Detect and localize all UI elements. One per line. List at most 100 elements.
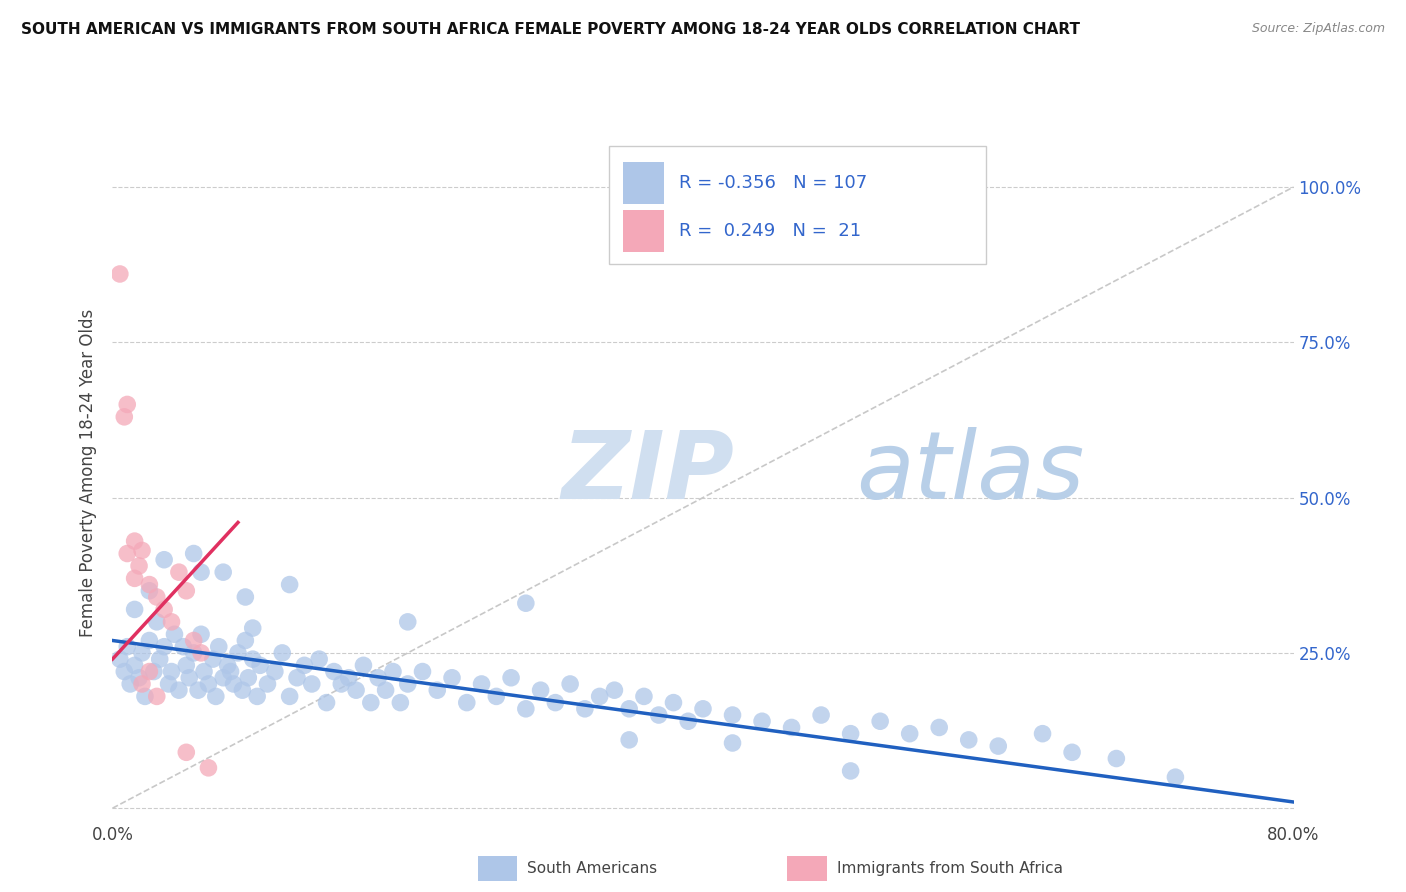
- Point: [456, 696, 478, 710]
- Point: [174, 583, 197, 598]
- Point: [308, 652, 330, 666]
- Point: [163, 627, 186, 641]
- Point: [183, 646, 205, 660]
- Point: [352, 658, 374, 673]
- Point: [242, 621, 264, 635]
- Point: [692, 702, 714, 716]
- Point: [647, 708, 671, 723]
- Point: [441, 671, 464, 685]
- Point: [323, 665, 346, 679]
- Text: SOUTH AMERICAN VS IMMIGRANTS FROM SOUTH AFRICA FEMALE POVERTY AMONG 18-24 YEAR O: SOUTH AMERICAN VS IMMIGRANTS FROM SOUTH …: [21, 22, 1080, 37]
- Point: [501, 671, 523, 685]
- Point: [869, 714, 891, 729]
- Text: Source: ZipAtlas.com: Source: ZipAtlas.com: [1251, 22, 1385, 36]
- Point: [153, 640, 176, 654]
- Point: [330, 677, 353, 691]
- Point: [485, 690, 508, 704]
- Point: [212, 565, 235, 579]
- Point: [193, 665, 215, 679]
- Point: [238, 671, 260, 685]
- FancyBboxPatch shape: [609, 145, 987, 264]
- Point: [157, 677, 180, 691]
- Point: [233, 590, 256, 604]
- Point: [839, 726, 862, 740]
- Point: [201, 652, 224, 666]
- Point: [633, 690, 655, 704]
- Point: [174, 745, 197, 759]
- Point: [124, 534, 146, 549]
- Point: [721, 736, 744, 750]
- Point: [1164, 770, 1187, 784]
- Point: [780, 721, 803, 735]
- FancyBboxPatch shape: [623, 210, 664, 252]
- Point: [588, 690, 610, 704]
- Point: [271, 646, 294, 660]
- Point: [558, 677, 582, 691]
- Point: [167, 683, 190, 698]
- Point: [190, 646, 212, 660]
- Point: [1105, 751, 1128, 765]
- Text: Immigrants from South Africa: Immigrants from South Africa: [837, 862, 1063, 876]
- Point: [108, 267, 131, 281]
- Text: South Americans: South Americans: [527, 862, 658, 876]
- Point: [515, 596, 537, 610]
- Point: [337, 671, 360, 685]
- Point: [190, 627, 212, 641]
- FancyBboxPatch shape: [623, 162, 664, 204]
- Point: [124, 658, 146, 673]
- Point: [957, 732, 980, 747]
- Point: [146, 615, 169, 629]
- Point: [226, 646, 249, 660]
- Point: [108, 652, 131, 666]
- Point: [153, 602, 176, 616]
- Point: [382, 665, 405, 679]
- Point: [112, 665, 135, 679]
- Point: [153, 552, 176, 567]
- Point: [515, 702, 537, 716]
- Text: R = -0.356   N = 107: R = -0.356 N = 107: [679, 174, 868, 193]
- Point: [678, 714, 700, 729]
- Point: [197, 761, 219, 775]
- Point: [124, 602, 146, 616]
- Text: R =  0.249   N =  21: R = 0.249 N = 21: [679, 221, 862, 240]
- Point: [197, 677, 219, 691]
- Point: [222, 677, 245, 691]
- Point: [360, 696, 382, 710]
- Point: [292, 658, 315, 673]
- Point: [396, 677, 419, 691]
- Point: [142, 665, 165, 679]
- Point: [249, 658, 271, 673]
- Point: [190, 565, 212, 579]
- Point: [574, 702, 596, 716]
- Point: [898, 726, 921, 740]
- Point: [167, 565, 190, 579]
- Point: [124, 571, 146, 585]
- Point: [426, 683, 449, 698]
- Point: [172, 640, 194, 654]
- Point: [117, 640, 138, 654]
- Point: [987, 739, 1010, 753]
- Point: [120, 677, 142, 691]
- Point: [134, 690, 156, 704]
- Point: [233, 633, 256, 648]
- Point: [187, 683, 209, 698]
- Text: ZIP: ZIP: [561, 426, 734, 519]
- Point: [149, 652, 172, 666]
- Point: [146, 590, 169, 604]
- Point: [389, 696, 412, 710]
- Point: [138, 577, 160, 591]
- Point: [374, 683, 396, 698]
- Point: [721, 708, 744, 723]
- Point: [217, 658, 239, 673]
- Point: [117, 397, 138, 411]
- Point: [212, 671, 235, 685]
- Point: [619, 732, 641, 747]
- Point: [146, 690, 169, 704]
- Point: [396, 615, 419, 629]
- Point: [619, 702, 641, 716]
- Point: [131, 677, 153, 691]
- Point: [751, 714, 773, 729]
- Point: [603, 683, 626, 698]
- Point: [662, 696, 685, 710]
- Point: [278, 690, 301, 704]
